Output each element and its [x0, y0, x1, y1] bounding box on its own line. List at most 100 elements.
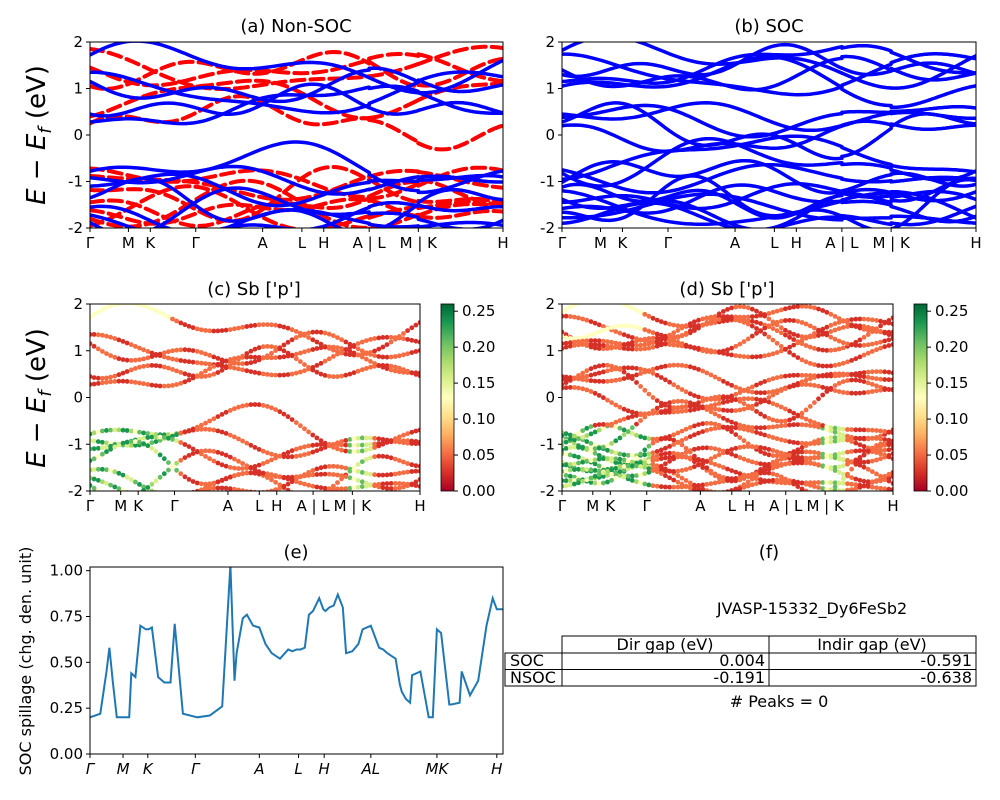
xtick-label: M — [586, 497, 599, 515]
band-point — [174, 438, 180, 444]
band-point — [269, 322, 274, 328]
band-point — [310, 442, 316, 448]
band-point — [310, 483, 316, 489]
band-line — [367, 168, 421, 179]
band-point — [857, 485, 863, 490]
band-point — [820, 347, 826, 353]
band-point — [572, 343, 577, 348]
band-point — [712, 421, 718, 427]
band-point — [625, 415, 631, 421]
band-point — [409, 350, 415, 355]
band-line — [90, 68, 371, 104]
band-point — [252, 370, 258, 375]
band-point — [658, 456, 664, 462]
band-point — [758, 328, 763, 334]
band-point — [646, 328, 652, 334]
band-point — [828, 363, 834, 369]
band-point — [634, 324, 639, 330]
band-point — [310, 337, 316, 343]
band-point — [613, 419, 619, 425]
band-point — [101, 490, 104, 491]
band-point — [211, 416, 217, 422]
band-point — [91, 430, 97, 436]
band-point — [634, 473, 639, 478]
band-point — [355, 352, 361, 358]
band-point — [572, 453, 577, 459]
band-point — [890, 315, 893, 321]
band-point — [359, 435, 365, 441]
band-point — [397, 365, 402, 371]
xtick-label: M — [117, 760, 130, 778]
band-point — [318, 485, 324, 491]
band-point — [766, 334, 772, 340]
band-point — [836, 373, 842, 378]
band-point — [563, 431, 569, 437]
band-point — [861, 334, 867, 340]
band-point — [364, 442, 369, 448]
band-point — [318, 341, 324, 347]
band-point — [704, 459, 710, 464]
band-point — [95, 309, 101, 315]
band-point — [124, 428, 130, 433]
band-point — [236, 366, 241, 372]
band-point — [882, 319, 888, 325]
band-point — [696, 488, 701, 491]
band-point — [401, 432, 406, 438]
band-point — [696, 367, 701, 372]
xtick-label: Γ — [643, 497, 652, 515]
band-point — [807, 373, 813, 378]
band-point — [314, 329, 320, 335]
band-point — [629, 305, 635, 311]
band-point — [692, 423, 697, 429]
band-point — [227, 357, 233, 362]
band-point — [650, 462, 656, 467]
band-point — [405, 469, 410, 475]
band-point — [613, 465, 619, 471]
band-point — [783, 386, 788, 392]
band-point — [112, 427, 118, 433]
band-point — [708, 426, 714, 432]
band-point — [762, 398, 768, 404]
band-point — [596, 422, 602, 427]
band-line — [840, 162, 893, 170]
band-point — [861, 448, 867, 454]
ytick-label: -1 — [68, 173, 83, 191]
band-point — [679, 325, 685, 331]
band-point — [95, 466, 101, 472]
band-point — [302, 331, 307, 337]
band-point — [845, 458, 850, 464]
band-point — [638, 371, 643, 376]
band-point — [787, 344, 792, 350]
band-point — [384, 354, 390, 360]
band-point — [293, 453, 299, 459]
band-point — [409, 481, 415, 487]
band-point — [567, 452, 573, 458]
band-point — [186, 444, 192, 449]
band-point — [679, 442, 685, 448]
band-point — [654, 466, 660, 471]
band-point — [207, 366, 213, 372]
band-point — [331, 354, 336, 359]
band-point — [580, 338, 586, 344]
band-point — [236, 472, 241, 477]
band-point — [803, 321, 809, 327]
band-point — [289, 448, 295, 454]
band-point — [182, 322, 188, 328]
band-point — [100, 380, 105, 386]
band-line — [416, 203, 503, 213]
band-point — [133, 442, 138, 448]
band-point — [671, 342, 677, 348]
band-point — [91, 381, 97, 387]
band-point — [347, 352, 353, 358]
band-point — [725, 307, 730, 312]
band-point — [335, 480, 340, 485]
band-point — [90, 467, 93, 473]
band-point — [696, 430, 701, 436]
band-point — [596, 370, 602, 376]
band-point — [745, 305, 751, 311]
band-point — [865, 427, 871, 433]
band-point — [562, 433, 565, 439]
band-point — [816, 437, 821, 443]
band-point — [729, 419, 734, 425]
band-point — [613, 456, 619, 462]
